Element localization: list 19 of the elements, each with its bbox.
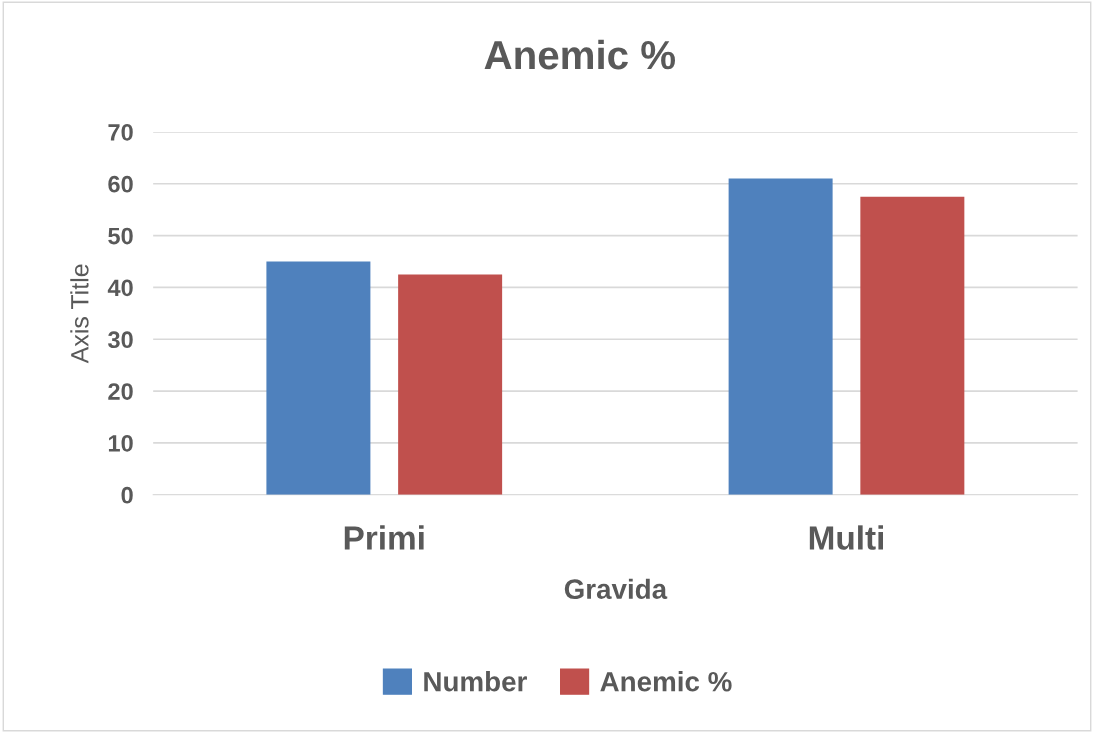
legend-label: Anemic % [600,671,732,692]
bar [398,274,503,495]
bar [860,196,965,495]
legend-label: Number [424,671,527,692]
y-tick-label: 40 [107,279,133,297]
y-tick-label: 0 [121,486,133,504]
y-tick-label: 20 [108,383,133,400]
y-tick-label: 50 [108,227,133,245]
y-axis-title: Axis Title [70,264,89,364]
y-tick-label: 10 [108,435,133,452]
bar [728,178,833,495]
bar [266,261,371,495]
x-tick-label: Multi [809,525,883,550]
y-tick-label: 30 [108,331,133,349]
y-tick-label: 70 [108,124,133,141]
x-axis-title: Gravida [564,578,668,600]
x-tick-label: Primi [344,525,424,550]
y-tick-label: 60 [108,175,133,193]
chart-title: Anemic % [484,39,676,70]
